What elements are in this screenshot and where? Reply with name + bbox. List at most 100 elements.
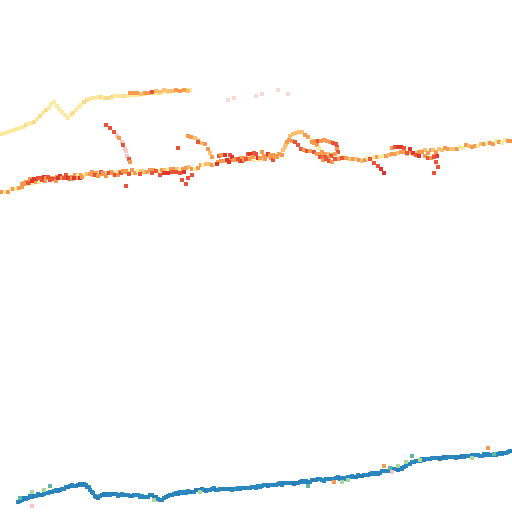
track-pixel (93, 173, 97, 177)
track-pixel (482, 142, 486, 146)
track-pixel (55, 104, 59, 108)
track-pixel (423, 154, 427, 158)
track-pixel (250, 155, 254, 159)
track-pixel (175, 167, 179, 171)
track-pixel (328, 140, 332, 144)
track-pixel (87, 97, 91, 101)
track-pixel (119, 94, 123, 98)
track-pixel (396, 145, 400, 149)
track-pixel (127, 172, 131, 176)
track-pixel (93, 96, 97, 100)
track-pixel (296, 143, 300, 147)
track-pixel (221, 159, 225, 163)
track-pixel (30, 490, 34, 494)
track-pixel (121, 143, 125, 147)
track-pixel (62, 176, 66, 180)
track-pixel (434, 160, 438, 164)
track-pixel (293, 140, 297, 144)
track-pixel (190, 167, 194, 171)
track-pixel (49, 102, 53, 106)
track-pixel (232, 96, 236, 100)
track-pixel (180, 178, 184, 182)
track-pixel (57, 107, 61, 111)
track-pixel (104, 123, 108, 127)
track-pixel (133, 171, 137, 175)
track-pixel (437, 147, 441, 151)
track-pixel (186, 176, 190, 180)
track-pixel (306, 135, 310, 139)
track-pixel (319, 139, 323, 143)
track-pixel (248, 152, 252, 156)
track-pixel (426, 156, 430, 160)
track-pixel (402, 146, 406, 150)
track-pixel (122, 94, 126, 98)
track-pixel (182, 170, 186, 174)
track-pixel (47, 106, 51, 110)
track-pixel (329, 154, 333, 158)
track-pixel (375, 155, 379, 159)
track-pixel (435, 154, 439, 158)
track-pixel (127, 157, 131, 161)
track-pixel (52, 100, 56, 104)
track-pixel (172, 167, 176, 171)
track-pixel (186, 89, 190, 93)
track-pixel (372, 155, 376, 159)
track-pixel (166, 89, 170, 93)
track-pixel (436, 165, 440, 169)
track-pixel (306, 484, 310, 488)
track-pixel (326, 152, 330, 156)
track-pixel (431, 148, 435, 152)
track-pixel (244, 157, 248, 161)
track-pixel (66, 116, 70, 120)
track-pixel (182, 88, 186, 92)
track-pixel (268, 153, 272, 157)
track-pixel (6, 190, 10, 194)
track-pixel (254, 94, 258, 98)
track-pixel (420, 150, 424, 154)
track-pixel (14, 187, 18, 191)
track-pixel (18, 496, 22, 500)
track-pixel (464, 143, 468, 147)
track-pixel (429, 156, 433, 160)
track-pixel (208, 151, 212, 155)
track-pixel (283, 145, 287, 149)
track-pixel (388, 466, 392, 470)
track-pixel (337, 157, 341, 161)
track-pixel (333, 157, 337, 161)
track-pixel (151, 168, 155, 172)
track-pixel (29, 121, 33, 125)
track-pixel (3, 131, 7, 135)
track-pixel (308, 149, 312, 153)
track-pixel (34, 180, 38, 184)
track-pixel (26, 122, 30, 126)
track-pixel (410, 454, 414, 458)
track-pixel (310, 140, 314, 144)
track-pixel (368, 157, 372, 161)
track-pixel (189, 135, 193, 139)
track-pixel (113, 173, 117, 177)
track-pixel (162, 88, 166, 92)
track-pixel (128, 91, 132, 95)
track-pixel (204, 162, 208, 166)
track-pixel (201, 163, 205, 167)
track-pixel (290, 139, 294, 143)
track-pixel (488, 141, 492, 145)
track-pixel (210, 155, 214, 159)
track-pixel (390, 470, 394, 474)
track-pixel (322, 138, 326, 142)
track-pixel (382, 464, 386, 468)
track-pixel (30, 504, 34, 508)
track-pixel (372, 161, 376, 165)
track-pixel (382, 171, 386, 175)
track-pixel (152, 498, 156, 502)
track-pixel (170, 89, 174, 93)
track-pixel (325, 139, 329, 143)
track-pixel (330, 160, 334, 164)
track-pixel (32, 120, 36, 124)
track-pixel (40, 178, 44, 182)
track-pixel (297, 130, 301, 134)
red-segments (20, 123, 440, 188)
track-pixel (506, 139, 510, 143)
